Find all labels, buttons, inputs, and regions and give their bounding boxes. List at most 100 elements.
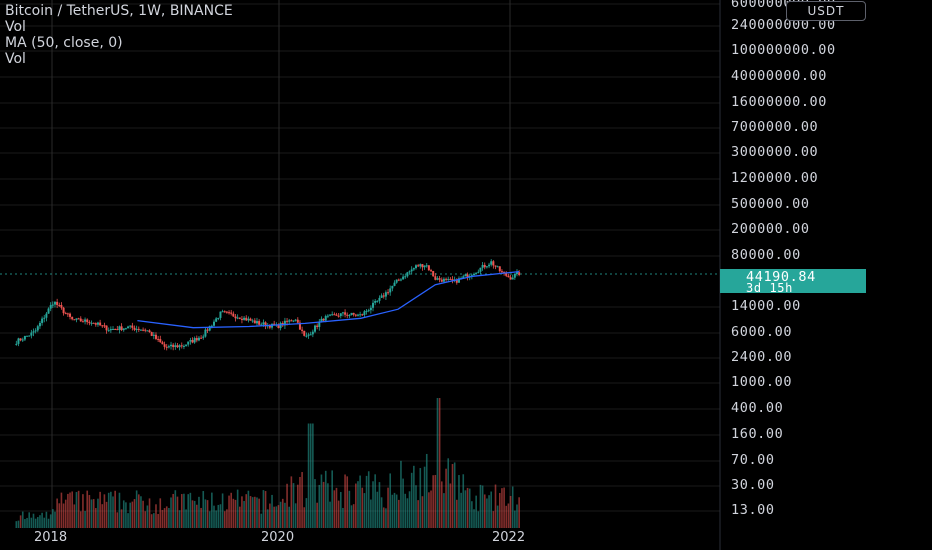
candle-body	[200, 337, 203, 339]
currency-button[interactable]: USDT	[786, 1, 866, 21]
time-tick-label: 2018	[34, 530, 68, 545]
volume-bar	[32, 513, 35, 528]
volume-bar	[294, 503, 297, 528]
candle-body	[122, 328, 125, 331]
candle-body	[331, 314, 334, 316]
volume-bar	[15, 521, 18, 528]
volume-bar	[486, 498, 488, 528]
candle-body	[69, 313, 72, 317]
candle-body	[421, 264, 424, 268]
volume-bar	[92, 499, 95, 528]
candle-body	[488, 264, 491, 267]
volume-bar	[301, 472, 303, 528]
candle-body	[129, 325, 132, 327]
volume-bar	[245, 494, 248, 528]
volume-bar	[256, 497, 258, 528]
volume-bar	[150, 514, 153, 528]
volume-bar	[198, 496, 200, 528]
volume-bar	[247, 490, 250, 528]
candle-body	[393, 282, 396, 286]
volume-bar	[178, 510, 181, 528]
volume-bar	[410, 472, 413, 528]
last-price-value: 44190.84	[746, 269, 816, 285]
volume-bar	[314, 479, 316, 528]
candle-body	[36, 326, 39, 331]
volume-bar	[378, 482, 381, 528]
candle-body	[440, 279, 443, 282]
volume-bar	[462, 474, 465, 528]
legend-symbol[interactable]: Bitcoin / TetherUS, 1W, BINANCE	[5, 3, 233, 19]
candle-body	[395, 279, 398, 283]
volume-bar	[84, 511, 86, 528]
candle-body	[361, 314, 364, 316]
volume-bar	[284, 502, 286, 528]
volume-bars	[15, 398, 520, 528]
volume-bar	[49, 514, 52, 528]
legend-vol[interactable]: Vol	[5, 19, 26, 35]
candle-body	[294, 319, 297, 321]
candle-body	[105, 325, 108, 331]
candle-body	[333, 314, 336, 316]
volume-bar	[266, 509, 269, 528]
volume-bar	[503, 487, 505, 528]
volume-bar	[69, 492, 71, 528]
candle-body	[28, 335, 31, 337]
legend-vol-2[interactable]: Vol	[5, 51, 26, 67]
candle-body	[316, 325, 319, 327]
candle-body	[498, 266, 501, 272]
volume-bar	[251, 497, 254, 528]
price-tick-label: 160.00	[731, 426, 784, 442]
volume-bar	[26, 517, 28, 528]
candle-body	[238, 317, 241, 319]
volume-bar	[161, 509, 164, 528]
volume-bar	[36, 517, 39, 528]
candle-body	[335, 314, 338, 316]
volume-bar	[428, 492, 430, 528]
candle-body	[496, 266, 499, 268]
volume-bar	[385, 508, 387, 528]
volume-bar	[202, 491, 205, 528]
volume-bar	[393, 492, 396, 528]
volume-bar	[75, 492, 78, 528]
candle-body	[292, 320, 295, 322]
candle-body	[473, 273, 476, 276]
candle-body	[120, 326, 123, 331]
candle-body	[251, 320, 254, 322]
candle-body	[240, 318, 243, 320]
candle-body	[339, 313, 342, 317]
volume-bar	[514, 510, 516, 528]
volume-bar	[333, 490, 336, 528]
price-tick-label: 2400.00	[731, 349, 793, 365]
volume-bar	[142, 500, 144, 528]
candle-body	[15, 343, 18, 345]
volume-bar	[324, 470, 327, 528]
volume-bar	[320, 474, 323, 528]
candle-body	[174, 345, 177, 348]
candle-body	[399, 279, 402, 281]
volume-bar	[447, 458, 450, 528]
candle-body	[47, 308, 50, 314]
volume-bar	[189, 492, 192, 528]
volume-bar	[359, 475, 361, 528]
price-tick-label: 1000.00	[731, 374, 793, 390]
volume-bar	[329, 501, 331, 528]
candle-body	[116, 329, 119, 331]
volume-bar	[219, 504, 222, 528]
candle-body	[406, 272, 409, 277]
candle-body	[414, 265, 417, 269]
candle-body	[442, 278, 445, 282]
volume-bar	[288, 506, 291, 528]
volume-bar	[144, 511, 147, 528]
volume-bar	[299, 476, 301, 528]
volume-bar	[464, 490, 467, 528]
candle-body	[303, 330, 306, 336]
volume-bar	[208, 511, 211, 528]
volume-bar	[404, 493, 407, 528]
volume-bar	[112, 496, 114, 528]
legend-ma[interactable]: MA (50, close, 0)	[5, 35, 123, 51]
volume-bar	[344, 474, 346, 528]
candle-body	[107, 330, 110, 332]
volume-bar	[73, 504, 76, 528]
candle-body	[417, 265, 420, 267]
